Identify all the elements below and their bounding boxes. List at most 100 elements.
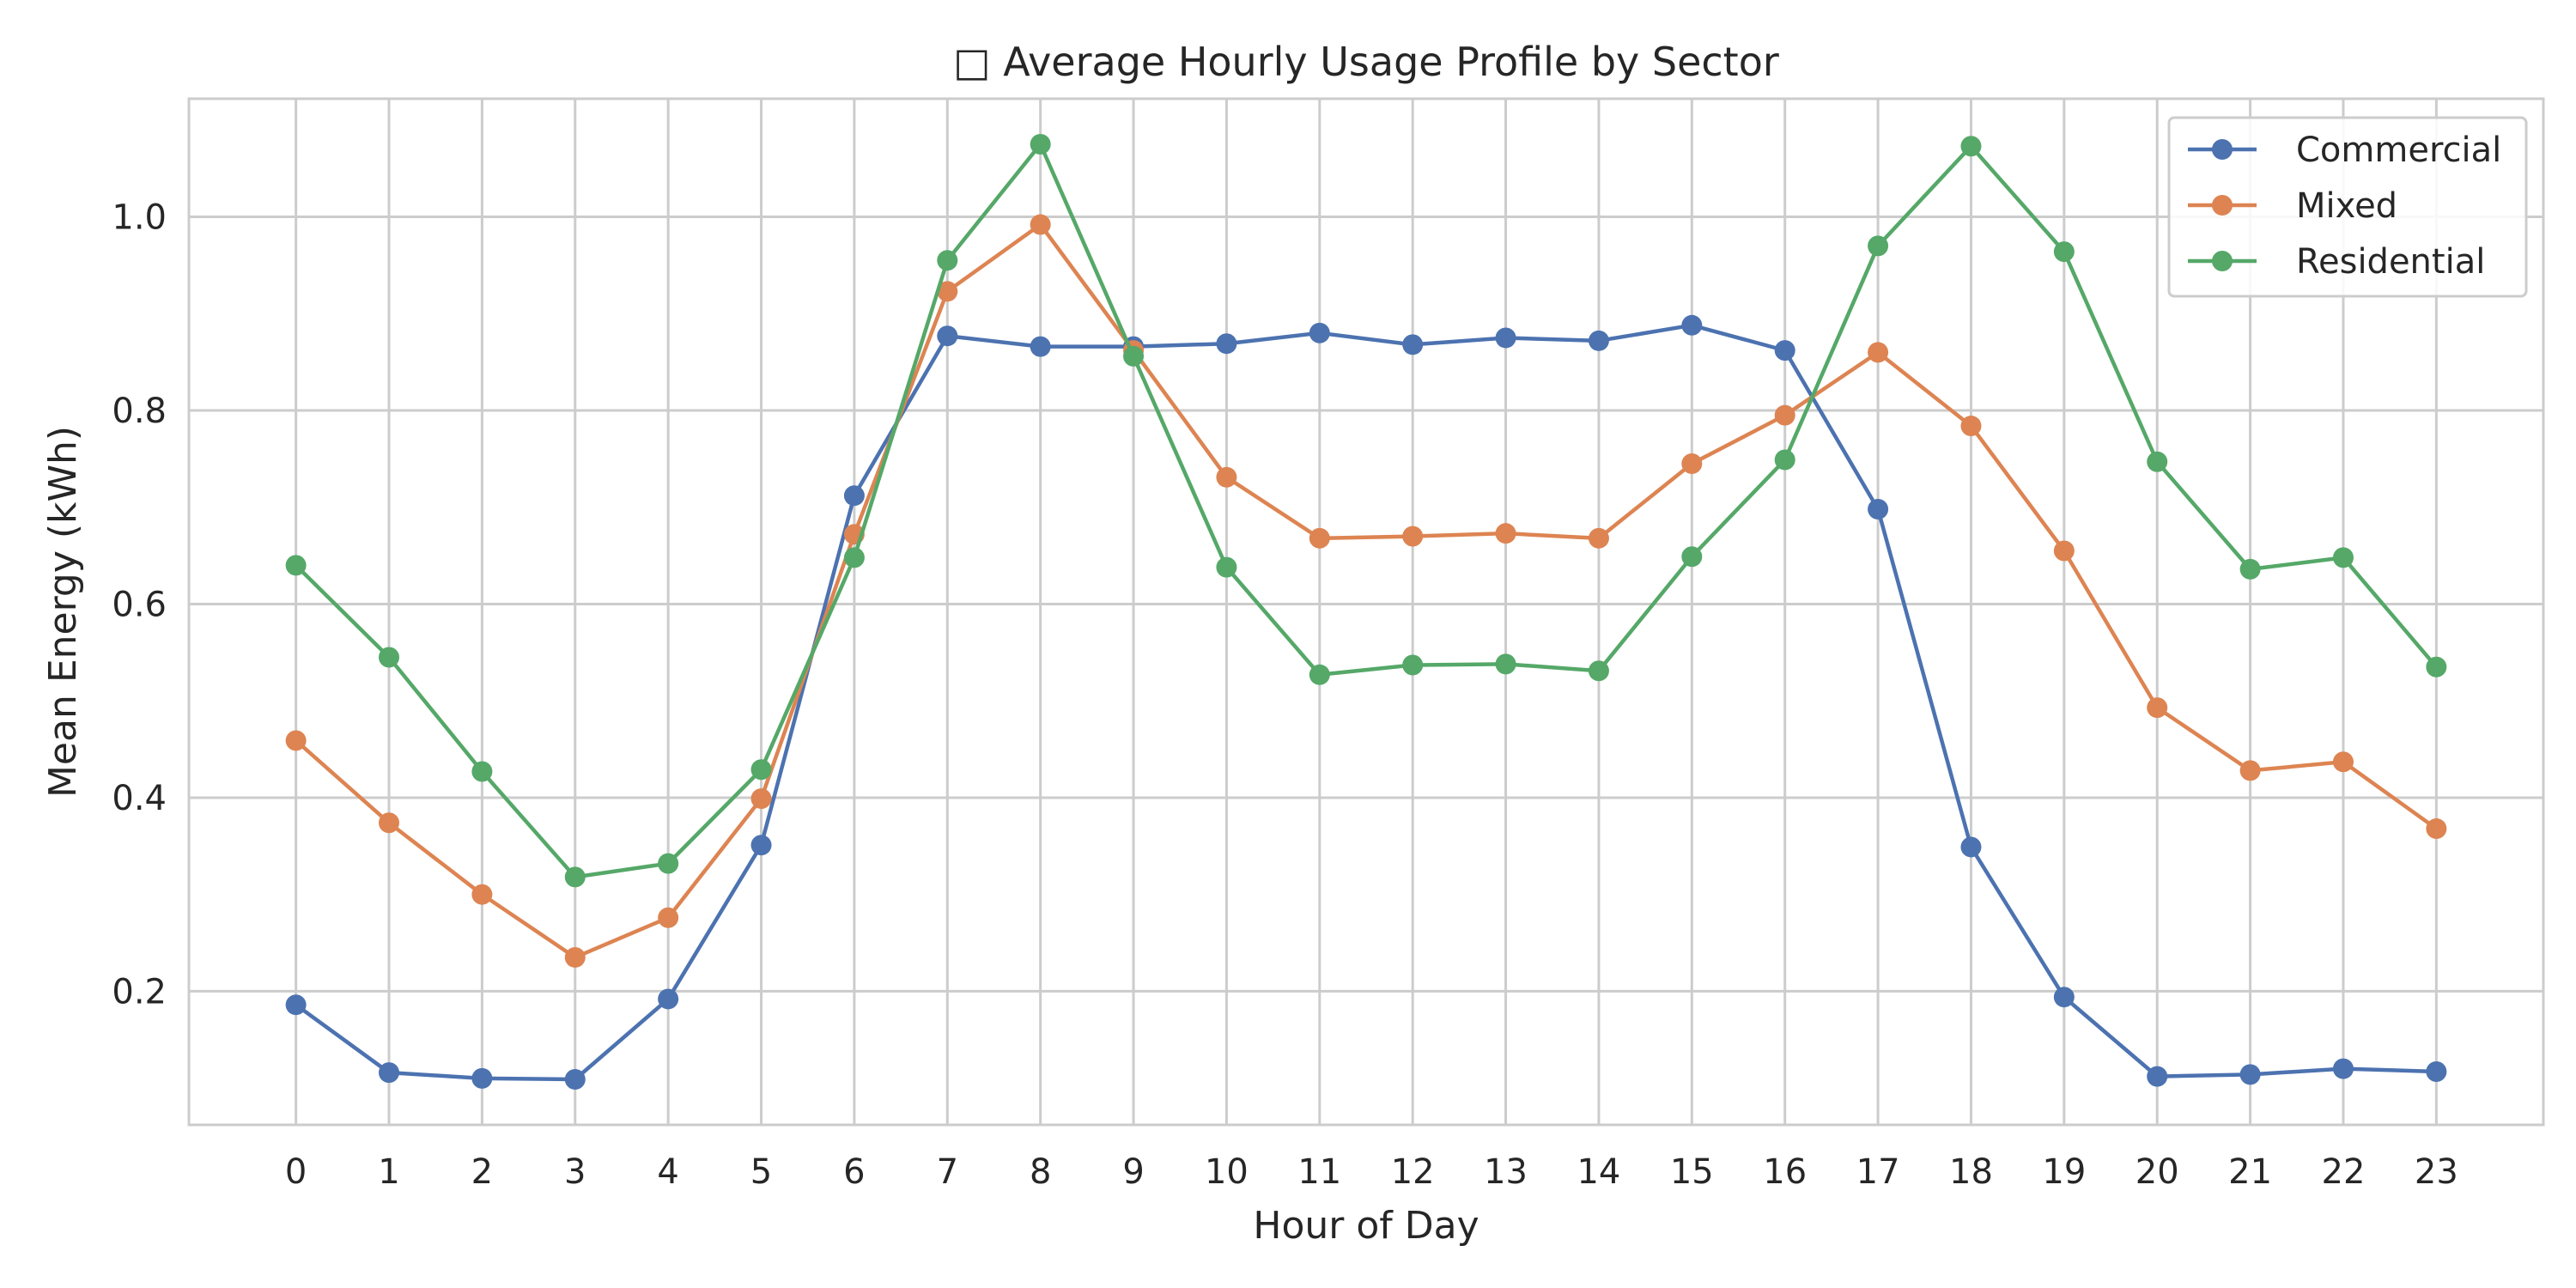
series-line <box>295 222 2438 960</box>
x-axis-ticks: 0 1 2 3 4 5 6 7 8 9 10 11 12 13 14 15 16 17 18 19 20 21 22 23 <box>285 1152 2458 1192</box>
y-tick-label: 0.6 <box>112 585 167 624</box>
series-line <box>295 323 2437 1082</box>
x-tick-label: 23 <box>2415 1152 2458 1192</box>
data-point <box>2426 1060 2447 1082</box>
legend: Commercial Mixed Residential <box>2167 116 2528 298</box>
x-tick-label: 0 <box>285 1152 307 1192</box>
chart-title: □ Average Hourly Usage Profile by Sector <box>953 39 1779 85</box>
data-point <box>1402 526 1424 547</box>
legend-box <box>2167 116 2528 298</box>
data-point <box>658 853 679 874</box>
data-point <box>2053 241 2075 263</box>
data-point <box>1030 214 1051 235</box>
data-point <box>843 485 865 507</box>
data-point <box>1030 133 1051 155</box>
series-line <box>295 142 2439 879</box>
data-point <box>2239 558 2261 580</box>
data-point <box>1681 546 1703 568</box>
x-tick-label: 6 <box>843 1152 865 1192</box>
data-point <box>2332 751 2354 773</box>
data-point <box>2239 1064 2261 1085</box>
y-tick-label: 0.4 <box>112 779 167 818</box>
data-point <box>564 866 586 888</box>
data-point <box>2426 818 2447 840</box>
data-point <box>1774 449 1795 471</box>
x-tick-label: 1 <box>378 1152 399 1192</box>
legend-label: Mixed <box>2296 186 2397 226</box>
data-point <box>1588 330 1609 351</box>
data-point <box>2053 540 2075 562</box>
data-point <box>285 994 307 1016</box>
data-point <box>937 281 958 302</box>
data-point <box>1681 314 1703 336</box>
data-point <box>1774 404 1795 426</box>
data-point <box>1774 340 1795 361</box>
x-tick-label: 10 <box>1205 1152 1249 1192</box>
data-point <box>750 835 772 856</box>
legend-marker <box>2212 251 2233 271</box>
data-point <box>1868 499 1889 519</box>
data-point <box>564 946 586 968</box>
legend-item-mixed: Mixed <box>2188 186 2397 226</box>
data-point <box>1216 333 1237 355</box>
data-point <box>937 325 958 347</box>
legend-label: Commercial <box>2296 131 2501 170</box>
data-point <box>1495 327 1516 349</box>
legend-item-residential: Residential <box>2188 242 2485 282</box>
x-tick-label: 18 <box>1949 1152 1993 1192</box>
data-point <box>471 884 493 905</box>
data-point <box>564 1069 586 1091</box>
data-point <box>2147 451 2168 472</box>
data-point <box>471 761 493 782</box>
data-point <box>1309 664 1330 685</box>
x-tick-label: 13 <box>1484 1152 1528 1192</box>
data-point <box>285 555 307 576</box>
data-point <box>1960 836 1982 858</box>
x-tick-label: 11 <box>1297 1152 1341 1192</box>
data-point <box>2053 987 2075 1008</box>
data-point <box>843 547 865 568</box>
data-point <box>1681 453 1703 475</box>
data-point <box>379 1062 400 1084</box>
data-point <box>1868 342 1889 363</box>
data-point <box>2147 697 2168 719</box>
grid <box>189 99 2543 1125</box>
x-tick-label: 19 <box>2042 1152 2086 1192</box>
y-tick-label: 1.0 <box>112 198 167 238</box>
x-tick-label: 4 <box>657 1152 678 1192</box>
x-tick-label: 12 <box>1391 1152 1435 1192</box>
plot-frame <box>187 97 2545 1127</box>
x-tick-label: 17 <box>1856 1152 1900 1192</box>
data-point <box>2426 656 2447 677</box>
x-tick-label: 8 <box>1030 1152 1051 1192</box>
data-point <box>1588 660 1609 682</box>
data-point <box>937 250 958 271</box>
data-point <box>2147 1066 2168 1087</box>
x-tick-label: 15 <box>1670 1152 1714 1192</box>
legend-label: Residential <box>2296 242 2485 282</box>
x-axis-label: Hour of Day <box>1253 1204 1479 1248</box>
data-point <box>1216 466 1237 488</box>
y-axis-ticks: 0.2 0.4 0.6 0.8 1.0 <box>112 198 167 1012</box>
x-tick-label: 9 <box>1122 1152 1144 1192</box>
data-point <box>1402 654 1424 676</box>
data-point <box>471 1067 493 1089</box>
data-point <box>2239 760 2261 781</box>
data-point <box>285 730 307 751</box>
x-tick-label: 5 <box>750 1152 772 1192</box>
data-point <box>658 907 679 928</box>
x-tick-label: 3 <box>564 1152 586 1192</box>
data-point <box>379 647 400 668</box>
data-point <box>2332 547 2354 568</box>
data-point <box>1309 527 1330 549</box>
data-point <box>750 759 772 781</box>
x-tick-label: 21 <box>2228 1152 2272 1192</box>
data-point <box>1960 136 1982 157</box>
data-point <box>1495 523 1516 544</box>
x-tick-label: 20 <box>2136 1152 2179 1192</box>
data-point <box>1588 527 1609 549</box>
data-point <box>1960 416 1982 437</box>
data-point <box>750 788 772 810</box>
data-point <box>1030 336 1051 357</box>
